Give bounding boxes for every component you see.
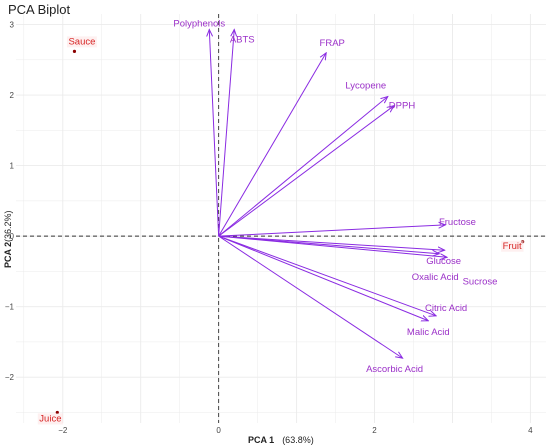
loading-label: Citric Acid [425, 303, 467, 314]
x-tick-label: 0 [216, 426, 221, 435]
loading-arrow [218, 225, 446, 237]
loading-label: Ascorbic Acid [366, 364, 423, 375]
loading-arrow [218, 235, 445, 250]
loading-arrow [218, 106, 394, 237]
loading-arrow [218, 235, 447, 257]
observation-label: Juice [39, 413, 61, 424]
loading-label: ABTS [230, 35, 255, 46]
tick-labels: −2 0 2 4 −2 −1 0 1 2 3 [5, 21, 533, 435]
loading-arrow [218, 30, 235, 237]
observation-label-bg [66, 36, 97, 48]
loading-label: Oxalic Acid [412, 272, 459, 283]
y-tick-label: 3 [10, 21, 15, 30]
loading-label: Sucrose [463, 276, 498, 287]
loading-arrow [218, 97, 388, 237]
y-axis-label: PCA 2 (36.2%) [3, 210, 13, 268]
loading-label: Malic Acid [407, 327, 450, 338]
loading-arrow [218, 235, 436, 316]
y-tick-label: −2 [5, 373, 15, 382]
observation-label-bg [37, 413, 63, 425]
grid [16, 14, 546, 423]
observations: Sauce Fruit Juice [37, 36, 525, 425]
loading-arrow [218, 235, 403, 358]
loading-arrow [218, 53, 327, 237]
x-axis-title: PCA 1 [248, 435, 274, 445]
x-tick-label: −2 [58, 426, 68, 435]
observation-point [55, 410, 59, 415]
loading-arrow [209, 30, 220, 237]
observation-label: Fruit [503, 241, 522, 252]
loading-label: DPPH [389, 101, 416, 112]
loading-label: Polyphenols [173, 19, 225, 30]
observation-point [72, 49, 77, 53]
loading-label: Lycopene [345, 81, 386, 92]
y-tick-label: −1 [5, 303, 15, 312]
y-tick-label: 2 [10, 91, 15, 100]
x-tick-label: 4 [528, 426, 533, 435]
loading-label: Fructose [439, 217, 476, 228]
observation-label-bg [501, 240, 524, 252]
zero-lines [16, 14, 546, 423]
observation-label: Sauce [68, 36, 95, 47]
loading-arrow [218, 235, 429, 321]
x-tick-label: 2 [372, 426, 377, 435]
chart-title: PCA Biplot [8, 2, 71, 17]
y-tick-label: 1 [10, 162, 15, 171]
x-axis-label: PCA 1 (63.8%) [248, 435, 314, 445]
x-axis-variance: (63.8%) [282, 435, 314, 445]
loading-label: FRAP [320, 38, 345, 49]
y-axis-variance: (36.2%) [3, 210, 13, 242]
loading-label: Glucose [426, 256, 461, 267]
y-tick-label: 0 [10, 232, 15, 241]
y-axis-title: PCA 2 [3, 242, 13, 268]
